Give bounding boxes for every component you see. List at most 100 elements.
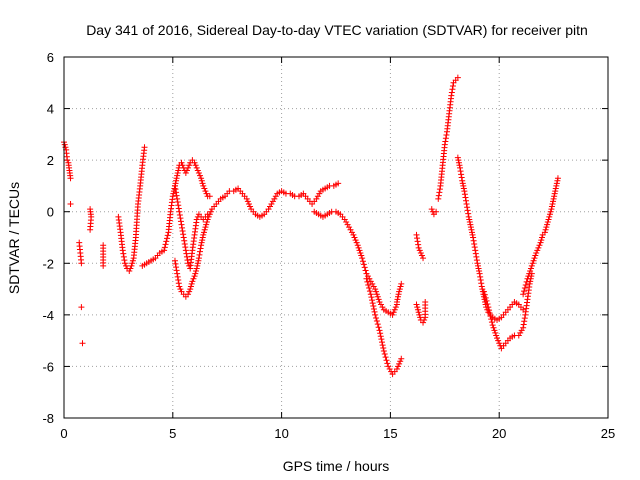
data-point xyxy=(551,190,558,197)
data-point xyxy=(175,205,182,212)
data-point xyxy=(474,260,481,267)
y-tick-label: -8 xyxy=(42,411,54,426)
data-point xyxy=(471,240,478,247)
data-point xyxy=(415,309,422,316)
data-point xyxy=(526,270,533,277)
data-point xyxy=(272,193,279,200)
data-point xyxy=(200,229,207,236)
data-point xyxy=(435,192,442,199)
data-point xyxy=(545,216,552,223)
data-point xyxy=(245,200,252,207)
data-point xyxy=(472,247,479,254)
data-point xyxy=(192,270,199,277)
data-point xyxy=(370,305,377,312)
data-point xyxy=(196,251,203,258)
data-point xyxy=(370,303,377,310)
data-point xyxy=(129,257,136,264)
data-point xyxy=(448,92,455,99)
data-point xyxy=(457,164,464,171)
data-point xyxy=(463,200,470,207)
data-point xyxy=(67,200,74,207)
data-point xyxy=(195,170,202,177)
data-point xyxy=(162,241,169,248)
data-point xyxy=(480,291,487,298)
data-point xyxy=(390,309,397,316)
data-point xyxy=(182,247,189,254)
data-point xyxy=(199,180,206,187)
data-point xyxy=(486,310,493,317)
data-point xyxy=(120,253,127,260)
data-point xyxy=(182,244,189,251)
data-point xyxy=(78,304,85,311)
data-point xyxy=(193,265,200,272)
data-point xyxy=(521,318,528,325)
data-point xyxy=(188,280,195,287)
data-point xyxy=(467,224,474,231)
data-point xyxy=(472,250,479,257)
data-point xyxy=(375,324,382,331)
data-point xyxy=(183,167,190,174)
data-point xyxy=(171,257,178,264)
data-point xyxy=(522,281,529,288)
data-point xyxy=(461,191,468,198)
data-point xyxy=(474,262,481,269)
data-point xyxy=(488,319,495,326)
x-tick-label: 25 xyxy=(601,426,615,441)
data-point xyxy=(550,195,557,202)
data-point xyxy=(436,189,443,196)
data-point xyxy=(396,286,403,293)
data-point xyxy=(536,242,543,249)
data-point xyxy=(527,265,534,272)
data-point xyxy=(490,324,497,331)
data-point xyxy=(268,200,275,207)
data-point xyxy=(170,190,177,197)
data-point xyxy=(393,366,400,373)
data-point xyxy=(464,207,471,214)
data-point xyxy=(378,336,385,343)
data-point xyxy=(200,182,207,189)
data-point xyxy=(370,283,377,290)
data-point xyxy=(465,210,472,217)
data-point xyxy=(128,262,135,269)
data-point xyxy=(415,244,422,251)
data-point xyxy=(473,257,480,264)
data-point xyxy=(194,167,201,174)
data-point xyxy=(373,314,380,321)
data-point xyxy=(353,239,360,246)
data-point xyxy=(169,193,176,200)
data-point xyxy=(179,228,186,235)
data-point xyxy=(177,215,184,222)
data-point xyxy=(67,175,74,182)
data-point xyxy=(476,270,483,277)
data-point xyxy=(377,301,384,308)
data-point xyxy=(360,261,367,268)
data-point xyxy=(454,74,461,81)
data-point xyxy=(354,242,361,249)
data-point xyxy=(518,327,525,334)
data-point xyxy=(448,89,455,96)
data-point xyxy=(466,216,473,223)
y-tick-label: -2 xyxy=(42,256,54,271)
data-point xyxy=(187,286,194,293)
data-point xyxy=(483,297,490,304)
data-point xyxy=(269,198,276,205)
data-point xyxy=(197,248,203,255)
data-point xyxy=(363,270,370,277)
data-point xyxy=(198,239,205,246)
x-tick-label: 10 xyxy=(274,426,288,441)
data-point xyxy=(379,339,386,346)
data-point xyxy=(397,358,404,365)
data-point xyxy=(121,257,128,264)
data-point xyxy=(180,234,187,241)
data-point xyxy=(179,224,186,231)
data-point xyxy=(420,319,427,326)
data-point xyxy=(495,337,502,344)
data-point xyxy=(414,235,421,242)
data-point xyxy=(550,198,557,205)
data-point xyxy=(357,249,364,256)
data-point xyxy=(374,321,381,328)
data-point xyxy=(200,231,207,238)
data-point xyxy=(420,255,427,262)
data-point xyxy=(527,268,534,275)
